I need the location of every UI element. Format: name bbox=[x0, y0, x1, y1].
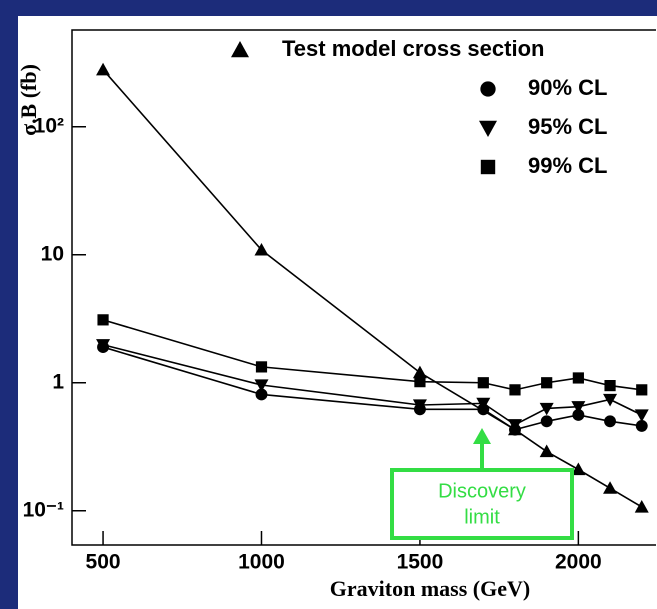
marker bbox=[412, 399, 427, 413]
marker bbox=[572, 409, 585, 421]
annotation-text: limit bbox=[464, 506, 500, 528]
x-tick-label: 2000 bbox=[555, 551, 602, 574]
marker bbox=[96, 339, 111, 352]
marker bbox=[255, 388, 268, 401]
marker bbox=[231, 41, 249, 58]
marker bbox=[479, 120, 497, 137]
marker bbox=[636, 384, 648, 396]
marker bbox=[634, 409, 649, 422]
marker bbox=[541, 377, 553, 389]
x-tick-label: 1500 bbox=[397, 551, 444, 574]
marker bbox=[96, 62, 111, 76]
x-axis-label: Graviton mass (GeV) bbox=[330, 576, 530, 601]
marker bbox=[571, 401, 586, 414]
marker bbox=[477, 377, 489, 389]
marker bbox=[480, 159, 496, 175]
annotation-box bbox=[390, 468, 574, 540]
legend-label: 90% CL bbox=[528, 75, 607, 100]
marker bbox=[603, 481, 618, 494]
axis-frame bbox=[71, 29, 656, 546]
y-tick-label: 10² bbox=[34, 114, 64, 137]
marker bbox=[414, 376, 426, 388]
marker bbox=[412, 365, 427, 379]
marker bbox=[476, 397, 491, 411]
annotation-text: Discovery bbox=[438, 480, 526, 502]
marker bbox=[571, 462, 586, 476]
marker bbox=[572, 372, 584, 384]
y-tick-label: 10⁻¹ bbox=[23, 498, 64, 521]
marker bbox=[254, 242, 269, 256]
marker bbox=[97, 314, 109, 326]
legend-label: 99% CL bbox=[528, 153, 607, 178]
x-tick-label: 500 bbox=[86, 551, 121, 574]
marker bbox=[254, 379, 269, 393]
y-tick-label: 1 bbox=[52, 370, 64, 393]
legend-label: Test model cross section bbox=[282, 36, 544, 61]
marker bbox=[635, 419, 648, 432]
marker bbox=[509, 384, 521, 396]
marker bbox=[604, 379, 616, 392]
annotation-arrowhead bbox=[473, 428, 491, 444]
marker bbox=[255, 361, 268, 373]
x-tick-label: 1000 bbox=[238, 551, 285, 574]
marker bbox=[539, 444, 554, 458]
y-tick-label: 10 bbox=[41, 242, 64, 265]
series-line bbox=[102, 69, 643, 508]
legend-label: 95% CL bbox=[528, 114, 607, 139]
marker bbox=[634, 499, 649, 513]
marker bbox=[480, 81, 496, 97]
marker bbox=[604, 415, 617, 428]
marker bbox=[539, 402, 554, 416]
marker bbox=[540, 415, 553, 428]
y-axis-label: σ.B (fb) bbox=[16, 64, 41, 136]
marker bbox=[507, 419, 522, 432]
marker bbox=[603, 393, 618, 407]
